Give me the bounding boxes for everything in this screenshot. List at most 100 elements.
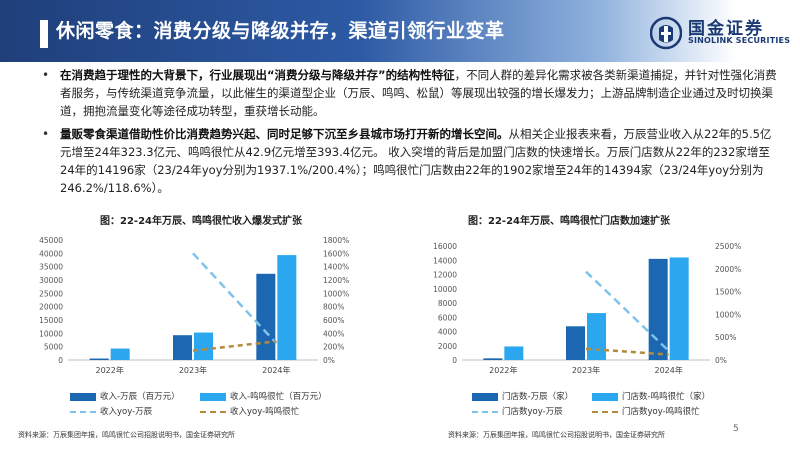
legend-swatch: [592, 410, 618, 413]
bullet-dot: •: [42, 127, 50, 141]
legend-item: 门店数-万辰（家）: [472, 390, 573, 402]
y-tick-label: 20000: [39, 303, 63, 312]
y2-tick-label: 2000%: [715, 265, 741, 274]
source-note-left: 资料来源：万辰集团年报，鸣鸣很忙公司招股说明书，国金证券研究所: [18, 431, 235, 439]
bar-mingming-2024年: [669, 257, 689, 360]
bullet-list: • 在消费趋于理性的大背景下，行业展现出“消费分级与降级并存”的结构性特征，不同…: [30, 66, 778, 202]
revenue-chart: 0 5000 10000 15000 20000 25000 30000 35000 40000…: [39, 236, 349, 375]
y-tick-label: 25000: [39, 289, 63, 298]
legend-item: 门店数-鸣鸣很忙（家）: [592, 390, 710, 402]
chart-2-legend: 门店数-万辰（家） 门店数-鸣鸣很忙（家） 门店数yoy-万辰 门店数yoy-鸣…: [400, 390, 800, 420]
y-tick-label: 15000: [39, 316, 63, 325]
chart-2-title: 图：22-24年万辰、鸣鸣很忙门店数加速扩张: [468, 216, 670, 227]
legend-label: 门店数-鸣鸣很忙（家）: [622, 392, 711, 402]
logo-english-name: SINOLINK SECURITIES: [688, 36, 791, 45]
y-tick-label: 2000: [438, 342, 457, 351]
line-wanchen-yoy: [192, 252, 278, 345]
y-tick-label: 10000: [433, 285, 457, 294]
y-tick-label: 8000: [438, 299, 457, 308]
bullet-item-1: • 在消费趋于理性的大背景下，行业展现出“消费分级与降级并存”的结构性特征，不同…: [30, 66, 778, 120]
legend-swatch: [200, 392, 226, 401]
legend-label: 收入yoy-万辰: [100, 407, 153, 417]
bar-wanchen-2022年: [483, 358, 503, 360]
y-tick-label: 12000: [433, 271, 457, 280]
y2-tick-label: 1800%: [323, 236, 349, 245]
legend-item: 收入-鸣鸣很忙（百万元）: [200, 390, 327, 402]
y-tick-label: 6000: [438, 313, 457, 322]
y2-tick-label: 1000%: [323, 289, 349, 298]
bar-wanchen-2023年: [566, 326, 585, 360]
company-logo: 国金证券 SINOLINK SECURITIES: [650, 14, 790, 54]
bar-wanchen-2023年: [173, 335, 192, 360]
legend-label: 收入-万辰（百万元）: [100, 392, 180, 402]
legend-swatch: [592, 392, 618, 401]
bar-mingming-2022年: [110, 348, 130, 360]
y2-tick-label: 500%: [715, 333, 736, 342]
y-tick-label: 0: [452, 356, 457, 365]
y2-tick-label: 1000%: [715, 310, 741, 319]
chart-1-legend: 收入-万辰（百万元） 收入-鸣鸣很忙（百万元） 收入yoy-万辰 收入yoy-鸣…: [0, 390, 400, 420]
y2-tick-label: 600%: [323, 316, 344, 325]
bullet-2-lead: 量贩零食渠道借助性价比消费趋势兴起、同时足够下沉至乡县城市场打开新的增长空间。: [60, 127, 509, 141]
y-tick-label: 4000: [438, 328, 457, 337]
x-tick-label: 2022年: [489, 365, 517, 375]
line-mingming-yoy: [585, 347, 669, 356]
x-tick-label: 2023年: [179, 365, 207, 375]
y-tick-label: 5000: [44, 343, 63, 352]
sinolink-emblem-icon: [650, 16, 682, 50]
x-tick-label: 2024年: [262, 365, 290, 375]
bullet-2-text: 从相关企业报表来看，万辰营业收入从22年的5.5亿元增至24年323.3亿元、鸣…: [60, 127, 772, 195]
bar-mingming-2022年: [504, 346, 524, 360]
y-tick-label: 40000: [39, 249, 63, 258]
logo-chinese-name: 国金证券: [688, 19, 764, 39]
bar-wanchen-2022年: [89, 358, 109, 360]
y2-tick-label: 800%: [323, 303, 344, 312]
y-tick-label: 16000: [433, 242, 457, 251]
y-tick-label: 14000: [433, 256, 457, 265]
y2-tick-label: 1500%: [715, 288, 741, 297]
legend-swatch: [70, 392, 96, 401]
bullet-1-lead: 在消费趋于理性的大背景下，行业展现出“消费分级与降级并存”的结构性特征: [60, 68, 455, 82]
source-note-right: 资料来源：万辰集团年报，鸣鸣很忙公司招股说明书，国金证券研究所: [448, 431, 665, 439]
bar-mingming-2024年: [277, 255, 297, 360]
legend-swatch: [472, 392, 498, 401]
line-mingming-yoy: [192, 340, 277, 352]
y2-tick-label: 1600%: [323, 249, 349, 258]
legend-label: 门店数yoy-万辰: [502, 407, 563, 417]
legend-swatch: [472, 410, 498, 413]
legend-item: 收入yoy-万辰: [70, 405, 152, 417]
y-tick-label: 10000: [39, 329, 63, 338]
page-number: 5: [733, 424, 739, 434]
legend-item: 门店数yoy-万辰: [472, 405, 563, 417]
y2-tick-label: 0%: [715, 356, 727, 365]
store-count-chart: 0 2000 4000 6000 8000 10000 12000 14000 16000 0% 5…: [433, 242, 741, 375]
y-tick-label: 45000: [39, 236, 63, 245]
bar-wanchen-2024年: [648, 258, 668, 360]
y-tick-label: 0: [58, 356, 63, 365]
legend-swatch: [70, 410, 96, 413]
x-tick-label: 2023年: [572, 365, 600, 375]
x-tick-label: 2024年: [654, 365, 682, 375]
line-wanchen-yoy: [585, 270, 670, 352]
bullet-1-text: ，不同人群的差异化需求被各类新渠道捕捉，并针对性强化消费者服务，与传统渠道竞争流…: [60, 68, 777, 118]
legend-label: 门店数-万辰（家）: [502, 392, 574, 402]
y2-tick-label: 2500%: [715, 242, 741, 251]
y2-tick-label: 200%: [323, 343, 344, 352]
legend-swatch: [200, 410, 226, 413]
chart-1-title: 图：22-24年万辰、鸣鸣很忙收入爆发式扩张: [100, 216, 302, 227]
y2-tick-label: 0%: [323, 356, 335, 365]
legend-item: 收入-万辰（百万元）: [70, 390, 180, 402]
bar-mingming-2023年: [194, 332, 213, 360]
y-tick-label: 35000: [39, 263, 63, 272]
legend-item: 收入yoy-鸣鸣很忙: [200, 405, 299, 417]
bullet-item-2: • 量贩零食渠道借助性价比消费趋势兴起、同时足够下沉至乡县城市场打开新的增长空间…: [30, 125, 778, 197]
y2-tick-label: 1400%: [323, 263, 349, 272]
y2-tick-label: 400%: [323, 329, 344, 338]
bullet-dot: •: [42, 68, 50, 82]
bar-mingming-2023年: [587, 313, 606, 360]
legend-label: 门店数yoy-鸣鸣很忙: [622, 407, 700, 417]
page-title: 休闲零食：消费分级与降级并存，渠道引领行业变革: [56, 20, 505, 42]
bar-wanchen-2024年: [256, 273, 276, 360]
x-tick-label: 2022年: [95, 365, 123, 375]
legend-label: 收入yoy-鸣鸣很忙: [230, 407, 300, 417]
